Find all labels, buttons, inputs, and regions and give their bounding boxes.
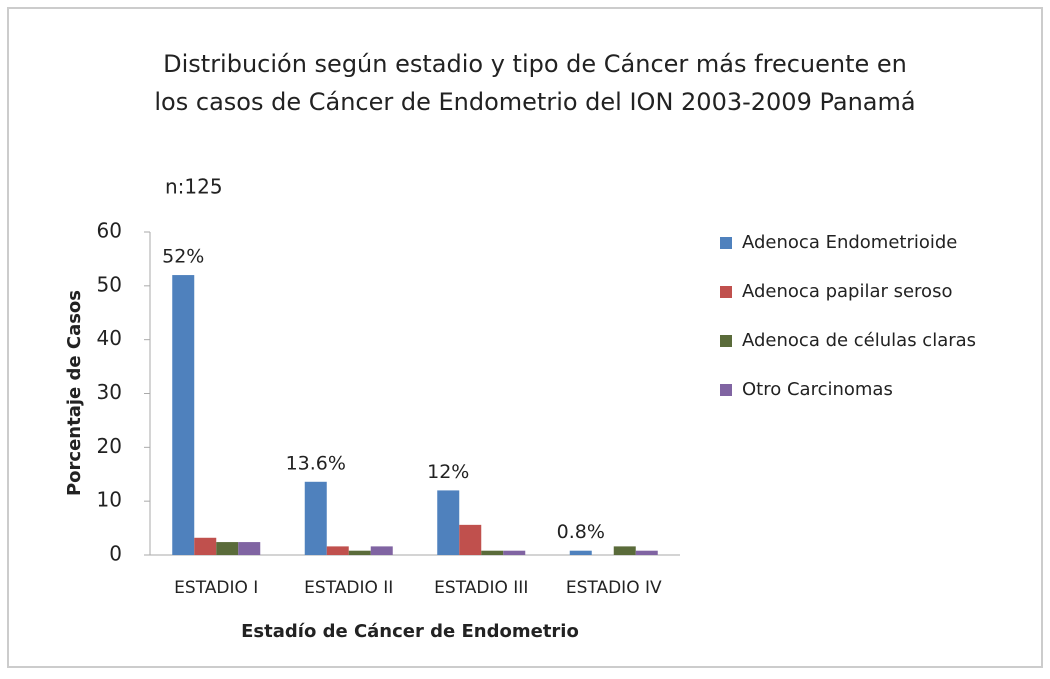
y-tick-label: 20 bbox=[97, 434, 122, 458]
bar bbox=[304, 481, 327, 555]
legend-swatch bbox=[720, 237, 732, 249]
bar bbox=[613, 546, 636, 555]
chart-title: Distribución según estadio y tipo de Cán… bbox=[163, 50, 907, 78]
bar bbox=[194, 537, 217, 555]
bar bbox=[370, 546, 393, 555]
data-label: 0.8% bbox=[557, 521, 605, 543]
x-tick-label: ESTADIO II bbox=[304, 578, 393, 598]
legend-swatch bbox=[720, 384, 732, 396]
bar bbox=[437, 490, 460, 555]
annotation: n:125 bbox=[165, 175, 223, 199]
y-axis-label: Porcentaje de Casos bbox=[64, 290, 85, 496]
legend-label: Adenoca papilar seroso bbox=[742, 281, 952, 302]
x-tick-label: ESTADIO III bbox=[434, 578, 528, 598]
y-tick-label: 0 bbox=[109, 542, 122, 566]
bar bbox=[503, 550, 526, 555]
bar bbox=[459, 524, 482, 555]
bar bbox=[216, 542, 239, 555]
y-tick-label: 40 bbox=[97, 326, 122, 350]
x-tick-label: ESTADIO IV bbox=[566, 578, 662, 598]
x-tick-label: ESTADIO I bbox=[174, 578, 258, 598]
data-label: 13.6% bbox=[286, 452, 346, 474]
y-tick-label: 30 bbox=[97, 380, 122, 404]
x-axis-label: Estadío de Cáncer de Endometrio bbox=[241, 621, 579, 642]
chart-title: los casos de Cáncer de Endometrio del IO… bbox=[154, 88, 915, 116]
bar bbox=[326, 546, 349, 555]
y-tick-label: 60 bbox=[97, 219, 122, 243]
y-tick-label: 10 bbox=[97, 488, 122, 512]
legend-label: Adenoca de células claras bbox=[742, 330, 976, 351]
legend-swatch bbox=[720, 335, 732, 347]
data-label: 12% bbox=[427, 461, 469, 483]
bar bbox=[481, 550, 504, 555]
y-tick-label: 50 bbox=[97, 272, 122, 296]
bar bbox=[172, 275, 195, 555]
data-label: 52% bbox=[162, 246, 204, 268]
bar bbox=[635, 550, 658, 555]
legend-label: Otro Carcinomas bbox=[742, 379, 893, 400]
legend-label: Adenoca Endometrioide bbox=[742, 232, 957, 253]
legend-swatch bbox=[720, 286, 732, 298]
bar bbox=[238, 542, 261, 555]
bar bbox=[569, 550, 592, 555]
bar bbox=[348, 550, 371, 555]
